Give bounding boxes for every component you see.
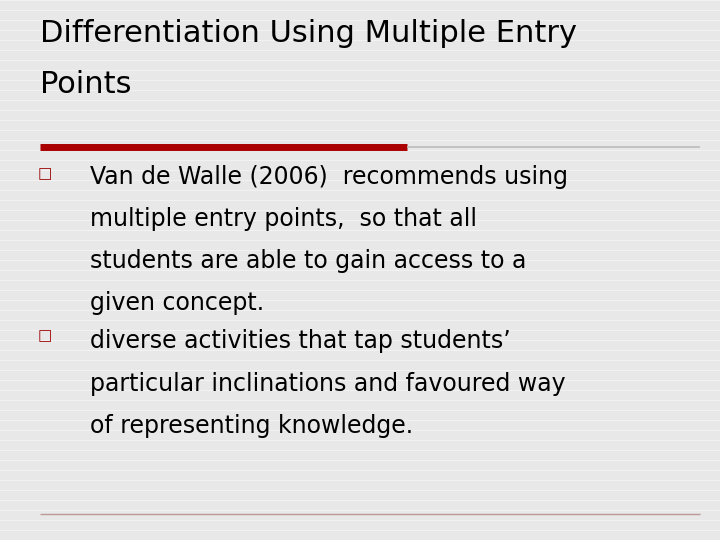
Text: of representing knowledge.: of representing knowledge. (90, 414, 413, 437)
Text: Van de Walle (2006)  recommends using: Van de Walle (2006) recommends using (90, 165, 568, 188)
Text: particular inclinations and favoured way: particular inclinations and favoured way (90, 372, 566, 395)
Text: Points: Points (40, 70, 131, 99)
Text: students are able to gain access to a: students are able to gain access to a (90, 249, 526, 273)
Text: Differentiation Using Multiple Entry: Differentiation Using Multiple Entry (40, 19, 577, 48)
Text: diverse activities that tap students’: diverse activities that tap students’ (90, 329, 510, 353)
Text: given concept.: given concept. (90, 291, 264, 315)
Text: □: □ (37, 166, 52, 181)
Text: multiple entry points,  so that all: multiple entry points, so that all (90, 207, 477, 231)
Text: □: □ (37, 328, 52, 343)
